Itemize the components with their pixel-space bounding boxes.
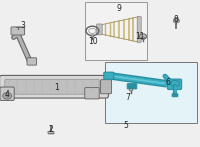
Circle shape — [139, 34, 147, 39]
Text: 8: 8 — [174, 15, 178, 24]
Text: 10: 10 — [88, 37, 98, 46]
Text: 5: 5 — [124, 121, 128, 130]
FancyBboxPatch shape — [127, 84, 137, 89]
FancyBboxPatch shape — [174, 20, 179, 22]
FancyBboxPatch shape — [104, 72, 114, 79]
FancyBboxPatch shape — [105, 62, 197, 123]
FancyBboxPatch shape — [137, 16, 141, 42]
Text: 2: 2 — [49, 125, 53, 134]
Circle shape — [3, 93, 12, 99]
Text: 4: 4 — [5, 90, 9, 99]
Text: 7: 7 — [126, 92, 130, 102]
Text: 6: 6 — [166, 78, 170, 87]
Circle shape — [5, 94, 9, 97]
Text: 9: 9 — [117, 4, 121, 13]
Text: 3: 3 — [21, 21, 25, 30]
FancyBboxPatch shape — [85, 2, 147, 60]
FancyBboxPatch shape — [100, 80, 112, 94]
FancyBboxPatch shape — [5, 79, 99, 94]
FancyBboxPatch shape — [0, 87, 14, 100]
Circle shape — [171, 80, 179, 87]
FancyBboxPatch shape — [85, 88, 99, 99]
FancyBboxPatch shape — [0, 75, 108, 98]
FancyBboxPatch shape — [167, 79, 182, 90]
Text: 1: 1 — [55, 83, 59, 92]
FancyBboxPatch shape — [172, 94, 178, 97]
FancyBboxPatch shape — [27, 58, 37, 65]
FancyBboxPatch shape — [97, 24, 102, 35]
Text: 11: 11 — [135, 32, 145, 41]
FancyBboxPatch shape — [11, 27, 25, 35]
FancyBboxPatch shape — [48, 131, 54, 134]
